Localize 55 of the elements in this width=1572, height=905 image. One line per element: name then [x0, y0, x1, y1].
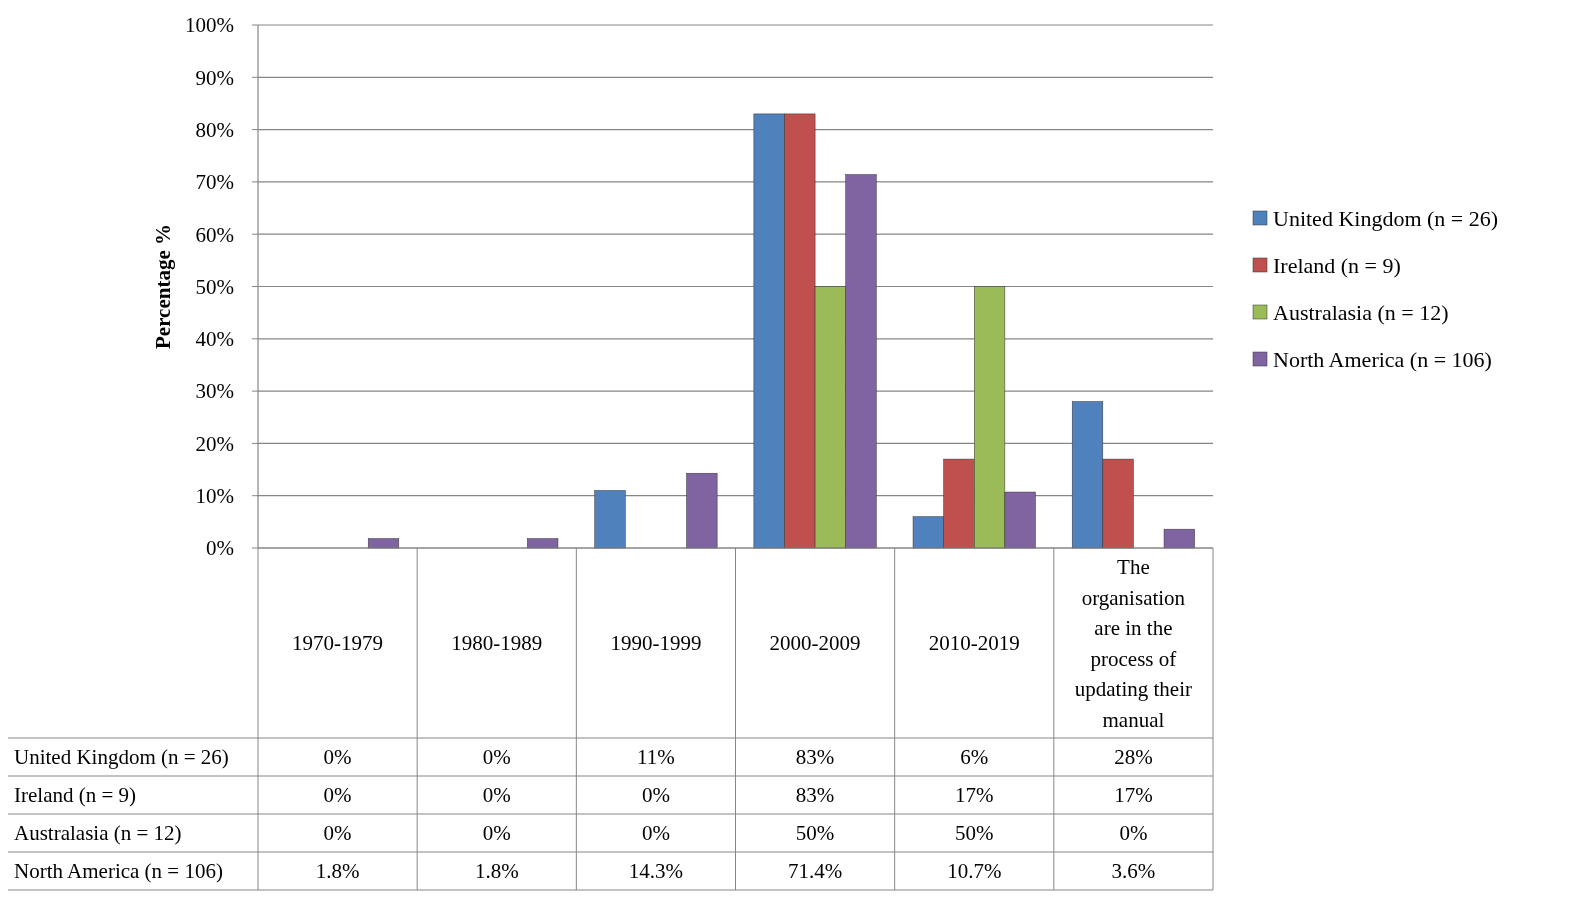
y-tick-label: 0%	[206, 536, 234, 561]
text: Ireland (n = 9)	[14, 783, 137, 808]
data-label: 83%	[795, 783, 835, 808]
data-label: 83%	[795, 745, 835, 770]
x-tick-label: 1990-1999	[610, 631, 702, 656]
data-label: 0%	[641, 783, 670, 808]
bar	[1163, 528, 1195, 549]
text: Australasia (n = 12)	[14, 821, 182, 846]
y-tick-label: 70%	[195, 170, 234, 195]
data-label: 17%	[955, 783, 994, 808]
data-label: 71.4%	[787, 859, 843, 884]
x-tick-label: 1980-1989	[451, 631, 543, 656]
y-tick-label: 40%	[195, 327, 234, 352]
y-tick-label: 20%	[195, 431, 234, 456]
data-label: 0%	[323, 745, 352, 770]
x-tick-label: The organisation are in the process of updating their manual	[1074, 555, 1193, 732]
data-label: 50%	[955, 821, 994, 846]
y-axis-title: Percentage %	[151, 224, 175, 349]
x-tick-label: 2000-2009	[769, 631, 861, 656]
x-tick-label: 2010-2019	[928, 631, 1020, 656]
data-label: 0%	[641, 821, 670, 846]
text: North America (n = 106)	[14, 859, 223, 884]
legend-label: Ireland (n = 9)	[1273, 252, 1401, 278]
y-tick-label: 30%	[195, 379, 234, 404]
y-tick-label: 10%	[195, 484, 234, 509]
data-label: 11%	[637, 745, 675, 770]
data-label: 28%	[1114, 745, 1153, 770]
legend-label: Australasia (n = 12)	[1273, 299, 1449, 325]
data-label: 50%	[795, 821, 835, 846]
data-label: 14.3%	[628, 859, 684, 884]
data-label: 0%	[482, 821, 511, 846]
x-tick-label: 1970-1979	[292, 631, 384, 656]
data-label: 0%	[482, 783, 511, 808]
data-label: 1.8%	[474, 859, 519, 884]
bar	[367, 538, 400, 549]
data-label: 10.7%	[947, 859, 1002, 884]
legend-label: North America (n = 106)	[1273, 346, 1492, 372]
y-tick-label: 50%	[195, 274, 234, 299]
data-label: 6%	[960, 745, 989, 770]
data-label: 0%	[323, 821, 352, 846]
bar	[594, 490, 626, 549]
y-tick-label: 100%	[185, 13, 234, 38]
bar	[527, 538, 559, 549]
data-label: 0%	[1119, 821, 1148, 846]
data-label: 3.6%	[1111, 859, 1156, 884]
data-label: 1.8%	[315, 859, 360, 884]
y-tick-label: 80%	[195, 117, 234, 142]
data-label: 0%	[482, 745, 511, 770]
data-label: 0%	[323, 783, 352, 808]
data-label: 17%	[1114, 783, 1153, 808]
legend-label: United Kingdom (n = 26)	[1273, 205, 1499, 231]
text: United Kingdom (n = 26)	[14, 745, 229, 770]
y-tick-label: 90%	[195, 65, 234, 90]
y-tick-label: 60%	[195, 222, 234, 247]
bar	[686, 472, 718, 549]
